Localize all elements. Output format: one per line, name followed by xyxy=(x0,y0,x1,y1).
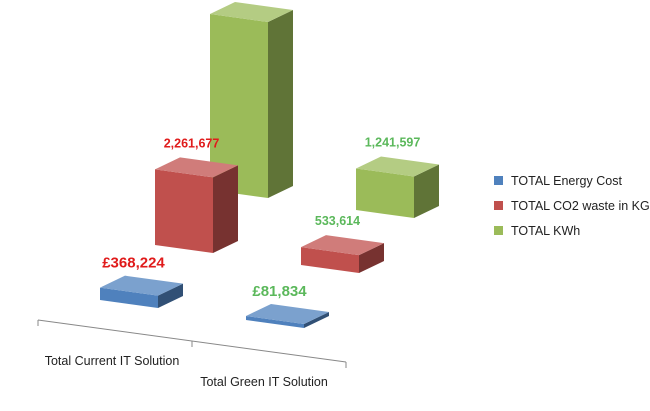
data-label: 533,614 xyxy=(315,214,360,228)
bar-total-energy-cost-1 xyxy=(246,304,329,328)
category-label: Total Green IT Solution xyxy=(200,375,328,389)
bar-side-face xyxy=(158,283,183,308)
bar-side-face xyxy=(213,165,238,253)
bar-total-kwh-0 xyxy=(210,2,293,198)
bar-front-face xyxy=(100,287,158,308)
data-label: £368,224 xyxy=(102,255,165,272)
legend: TOTAL Energy Cost TOTAL CO2 waste in KG TO… xyxy=(494,168,650,243)
bar-total-kwh-1 xyxy=(356,156,439,218)
bar-total-co2-waste-in-kg-1 xyxy=(301,235,384,273)
legend-swatch xyxy=(494,176,503,185)
bar-top-face xyxy=(210,2,293,22)
bar-front-face xyxy=(301,247,359,273)
bar-total-co2-waste-in-kg-0 xyxy=(155,157,238,253)
bar-top-face xyxy=(100,275,183,296)
category-label: Total Current IT Solution xyxy=(45,354,180,368)
bar-side-face xyxy=(359,243,384,273)
legend-item: TOTAL CO2 waste in KG xyxy=(494,193,650,218)
bar-top-face xyxy=(155,157,238,178)
bar-top-face xyxy=(356,156,439,177)
legend-swatch xyxy=(494,201,503,210)
data-labels: 5,260,3491,241,5972,261,677533,614£368,2… xyxy=(102,135,421,300)
data-label: 2,261,677 xyxy=(164,136,220,150)
legend-label: TOTAL CO2 waste in KG xyxy=(511,198,650,213)
bar-front-face xyxy=(356,168,414,218)
bar-front-face xyxy=(210,14,268,198)
bar-front-face xyxy=(246,316,304,328)
data-label: £81,834 xyxy=(252,283,307,300)
bar-side-face xyxy=(268,10,293,198)
legend-swatch xyxy=(494,226,503,235)
bars xyxy=(100,2,439,328)
legend-label: TOTAL Energy Cost xyxy=(511,173,622,188)
bar-side-face xyxy=(414,164,439,218)
legend-item: TOTAL Energy Cost xyxy=(494,168,650,193)
bar-front-face xyxy=(155,169,213,253)
bar-total-energy-cost-0 xyxy=(100,275,183,308)
bar-side-face xyxy=(304,312,329,328)
bar-top-face xyxy=(301,235,384,256)
legend-item: TOTAL KWh xyxy=(494,218,650,243)
data-label: 1,241,597 xyxy=(365,135,421,149)
legend-label: TOTAL KWh xyxy=(511,223,581,238)
bar-top-face xyxy=(246,304,329,324)
category-axis: Total Current IT Solution Total Green IT … xyxy=(37,319,347,389)
